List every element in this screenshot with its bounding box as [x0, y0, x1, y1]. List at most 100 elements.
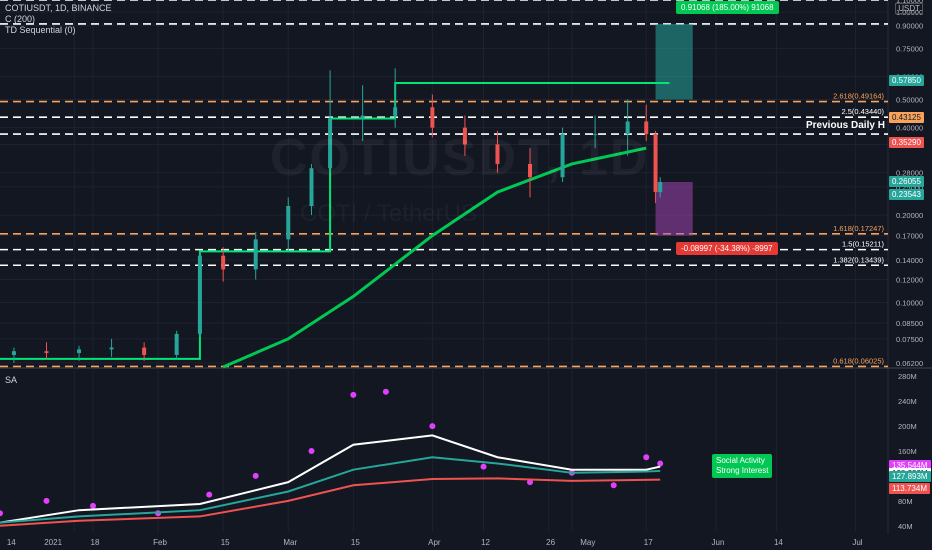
price-tick-label: 1.10000	[896, 0, 923, 5]
time-axis-label: 2021	[44, 538, 62, 547]
fib-level-label: 0.618(0.06025)	[833, 356, 884, 365]
price-tick-label: 0.40000	[896, 124, 923, 133]
candle-body	[328, 118, 333, 169]
time-axis-label: Mar	[283, 538, 297, 547]
time-axis-label: May	[580, 538, 595, 547]
fib-level-label: 2.5(0.43440)	[841, 107, 884, 116]
social-activity-dot	[0, 510, 3, 517]
long-position-label[interactable]: 0.91068 (185.00%) 91068	[676, 1, 779, 14]
social-activity-dot	[643, 454, 650, 461]
candle-body	[653, 134, 658, 193]
price-tick-label: 0.20000	[896, 211, 923, 220]
social-activity-dot	[206, 491, 213, 498]
price-tick-label: 0.50000	[896, 95, 923, 104]
price-tag: 0.26055	[889, 175, 924, 187]
social-activity-dot	[252, 472, 259, 479]
social-activity-dot	[350, 391, 357, 398]
fib-level-label: 1.618(0.17247)	[833, 224, 884, 233]
legend-social-activity: Social Activity	[716, 456, 765, 465]
fib-level-label: 1.5(0.15211)	[842, 240, 884, 249]
candle-body	[593, 134, 598, 136]
main-legend: COTIUSDT, 1D, BINANCE C (200) TD Sequent…	[5, 3, 112, 36]
price-tick-label: 1.00000	[896, 8, 923, 17]
fib-level-label: 1.382(0.13439)	[833, 255, 884, 264]
time-axis-label: 26	[546, 538, 555, 547]
social-activity-dot	[657, 460, 664, 467]
candle-body	[174, 333, 179, 355]
social-activity-dot	[527, 479, 534, 486]
candle-body	[462, 127, 467, 145]
time-axis-label: 14	[7, 538, 16, 547]
sub-tick-label: 240M	[898, 397, 917, 406]
subpane-legend[interactable]: Social Activity Strong Interest	[712, 454, 773, 478]
candle-body	[221, 255, 226, 270]
price-tick-label: 0.06200	[896, 359, 923, 368]
candle-body	[286, 205, 291, 240]
previous-daily-high-label: Previous Daily H	[806, 120, 885, 131]
time-axis-label: 12	[481, 538, 490, 547]
sub-tick-label: 40M	[898, 522, 913, 531]
candle-body	[644, 121, 649, 135]
time-axis-label: Apr	[428, 538, 441, 547]
sub-tick-label: 80M	[898, 497, 913, 506]
sub-value-tag: 135.544M	[889, 460, 931, 472]
candle-body	[197, 255, 202, 334]
price-tick-label: 0.75000	[896, 44, 923, 53]
price-tick-label: 0.12000	[896, 276, 923, 285]
sub-tick-label: 280M	[898, 372, 917, 381]
indicator-ma-label[interactable]: C (200)	[5, 14, 36, 24]
candle-body	[393, 107, 398, 116]
social-activity-dot	[89, 502, 96, 509]
currency-badge[interactable]: USDT	[895, 3, 923, 14]
time-axis-label: 18	[91, 538, 100, 547]
time-axis-label: Jun	[712, 538, 725, 547]
social-activity-dot	[610, 482, 617, 489]
social-activity-dot	[429, 423, 436, 430]
candle-body	[360, 115, 365, 119]
fib-level-label: 2.618(0.49164)	[833, 92, 884, 101]
price-tick-label: 0.07500	[896, 335, 923, 344]
symbol-title[interactable]: COTIUSDT, 1D, BINANCE	[5, 3, 112, 13]
time-axis-label: Jul	[852, 538, 862, 547]
time-axis-label: Feb	[153, 538, 167, 547]
candle-body	[560, 134, 565, 178]
candle-body	[430, 107, 435, 128]
social-activity-dot	[308, 448, 315, 454]
sub-tick-label: 160M	[898, 447, 917, 456]
candle-body	[495, 144, 500, 164]
price-tick-label: 0.14000	[896, 256, 923, 265]
short-position-label[interactable]: -0.08997 (-34.38%) -8997	[676, 242, 778, 255]
watermark-symbol: COTIUSDT, 1D	[270, 129, 650, 187]
price-tick-label: 0.28000	[896, 169, 923, 178]
sub-series-line	[0, 456, 661, 524]
candle-body	[109, 347, 114, 350]
sub-tick-label: 200M	[898, 422, 917, 431]
long-profit-zone	[655, 23, 693, 100]
time-axis-label: 15	[351, 538, 360, 547]
candle-body	[625, 121, 630, 135]
price-tag: 0.35290	[889, 137, 924, 149]
candle-body	[658, 181, 663, 193]
sub-value-tag: 113.734M	[889, 482, 930, 494]
price-tick-label: 0.08500	[896, 319, 923, 328]
candle-body	[309, 168, 314, 206]
price-tag: 0.23543	[889, 188, 924, 200]
price-tick-label: 0.90000	[896, 21, 923, 30]
candle-body	[528, 163, 533, 178]
price-tick-label: 0.25000	[896, 183, 923, 192]
candle-body	[253, 239, 258, 270]
candle-body	[77, 349, 82, 354]
price-tick-label: 0.17000	[896, 232, 923, 241]
candle-body	[142, 347, 147, 355]
subpane-title[interactable]: SA	[5, 375, 18, 385]
social-activity-dot	[480, 463, 487, 470]
indicator-td-label[interactable]: TD Sequential (0)	[5, 25, 76, 35]
price-tag: 0.43125	[889, 112, 924, 124]
sub-value-tag: 127.893M	[889, 471, 931, 482]
candle-body	[11, 351, 16, 355]
time-axis-label: 14	[774, 538, 783, 547]
time-axis-label: 17	[644, 538, 653, 547]
sub-series-line	[0, 477, 661, 527]
social-activity-dot	[43, 497, 50, 504]
